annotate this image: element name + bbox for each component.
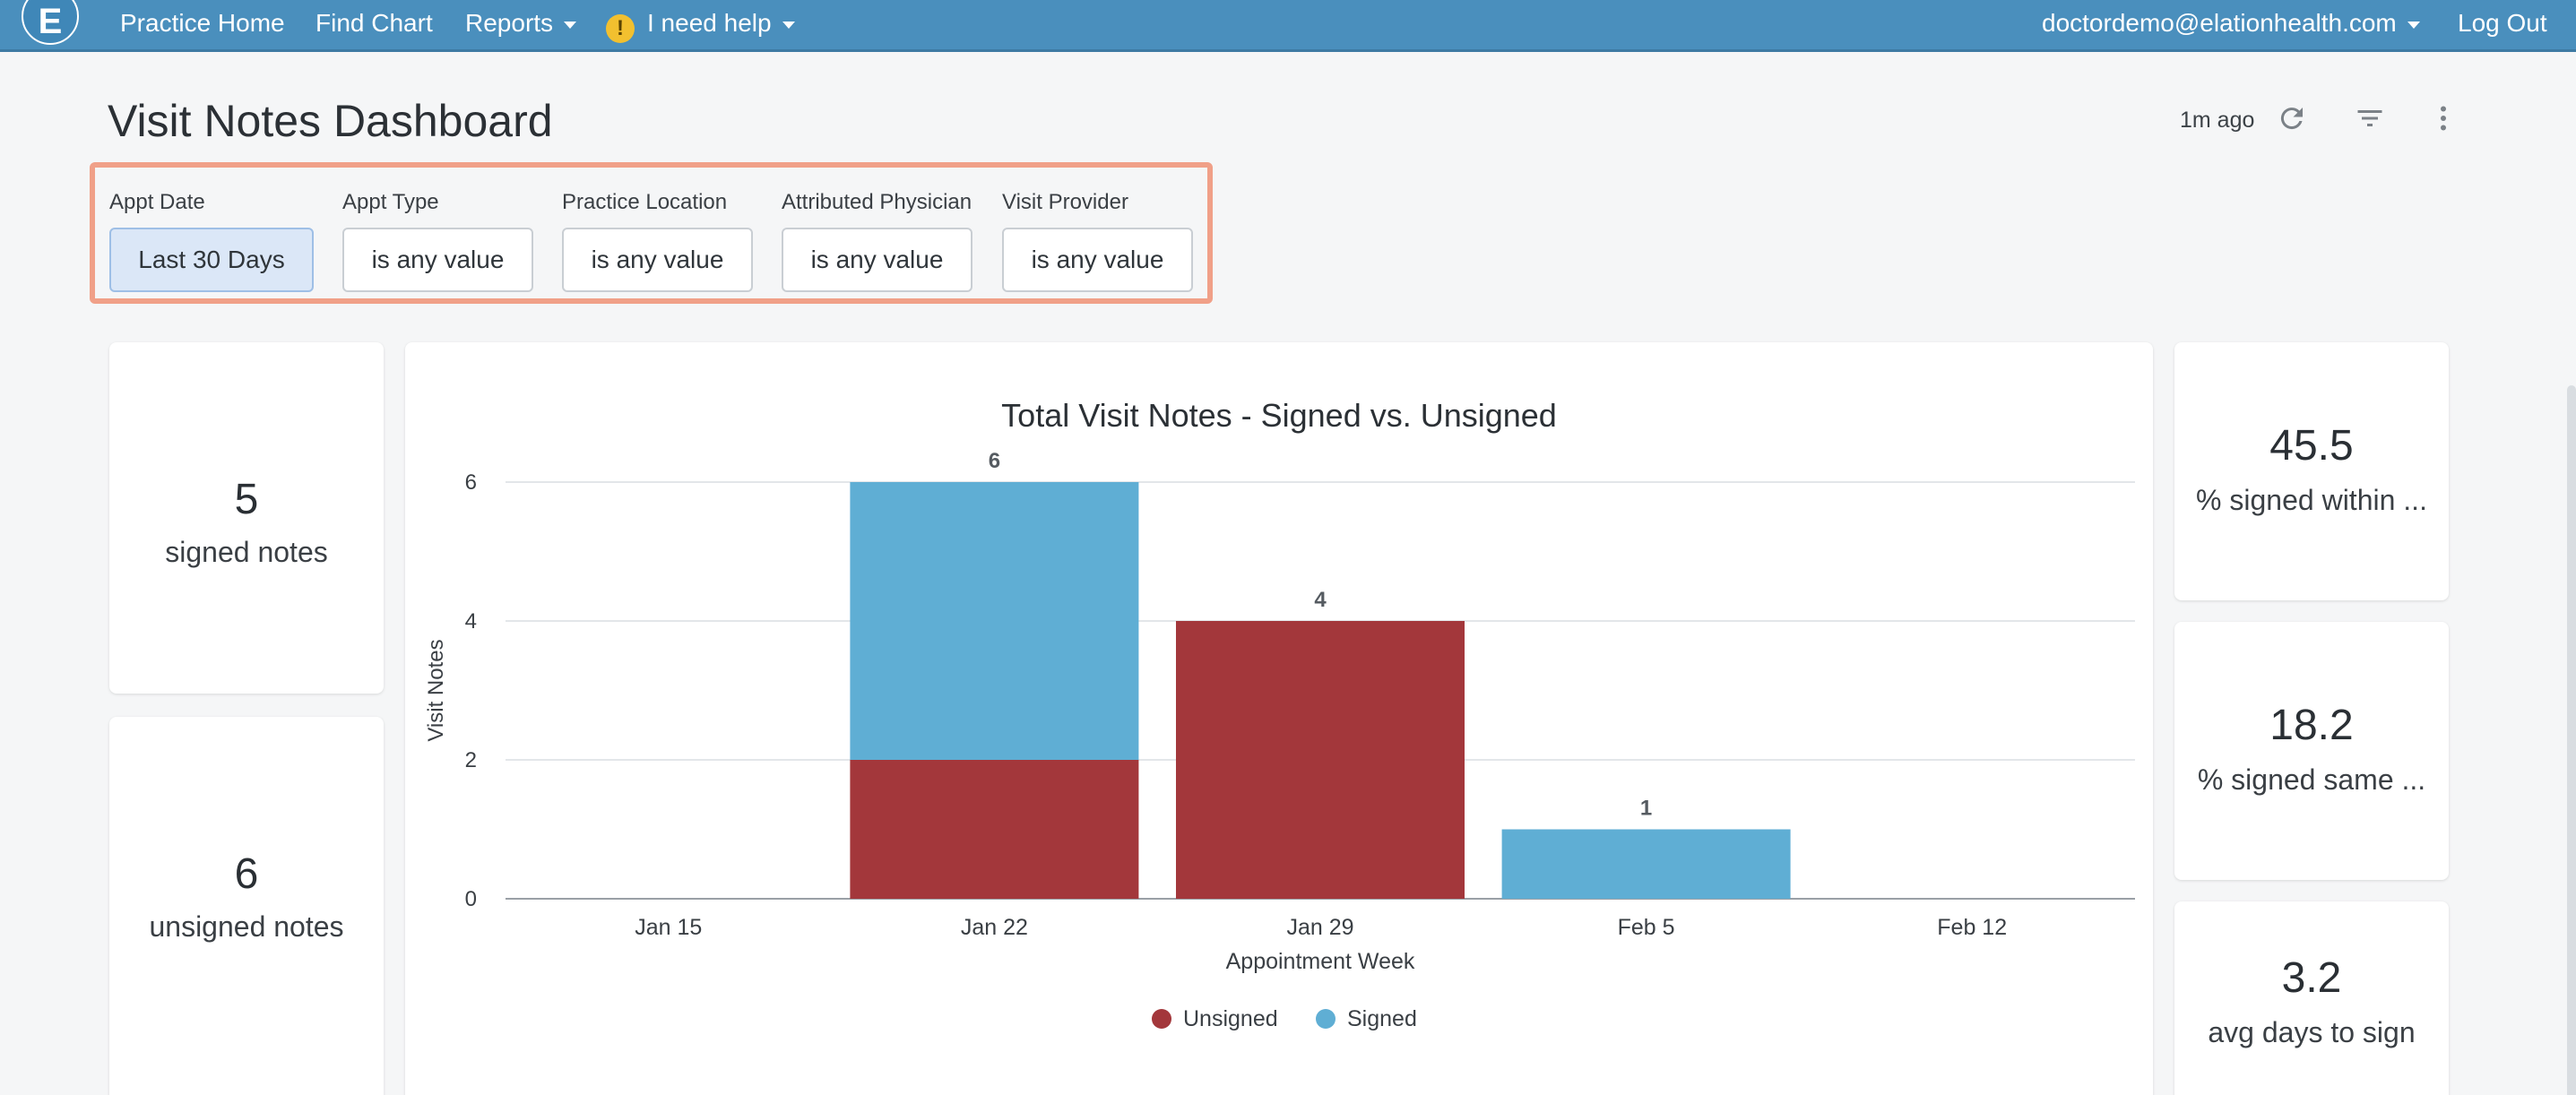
top-nav: E Practice Home Find Chart Reports ! I ne…	[0, 0, 2576, 52]
kpi-value: 6	[234, 850, 259, 898]
y-tick-label: 4	[465, 609, 477, 634]
y-axis-label: Visit Notes	[424, 639, 448, 741]
kpi-value: 5	[234, 476, 259, 523]
refresh-icon[interactable]	[2276, 102, 2308, 134]
legend-label-signed: Signed	[1347, 1006, 1417, 1031]
bar-total-label: 1	[1640, 797, 1652, 821]
legend-swatch-unsigned	[1152, 1009, 1171, 1029]
kpi-value: 45.5	[2269, 422, 2354, 470]
chevron-down-icon	[782, 21, 795, 29]
chevron-down-icon	[564, 21, 577, 29]
last-updated: 1m ago	[2180, 108, 2255, 133]
filter-label-practice-location: Practice Location	[562, 190, 728, 214]
kpi-signed-same[interactable]: 18.2 % signed same ...	[2174, 622, 2449, 880]
elation-logo[interactable]: E	[22, 0, 79, 45]
chart-card[interactable]: Total Visit Notes - Signed vs. Unsigned 0…	[405, 342, 2153, 1095]
x-tick-label: Jan 29	[1286, 915, 1353, 940]
x-tick-label: Feb 5	[1618, 915, 1675, 940]
user-email: doctordemo@elationhealth.com	[2042, 9, 2397, 37]
kpi-avg-days[interactable]: 3.2 avg days to sign	[2174, 901, 2449, 1095]
kpi-value: 3.2	[2281, 954, 2342, 1002]
y-tick-label: 2	[465, 748, 477, 772]
user-menu[interactable]: doctordemo@elationhealth.com	[2042, 9, 2420, 38]
kpi-unsigned-notes[interactable]: 6 unsigned notes	[109, 717, 384, 1095]
kpi-signed-notes[interactable]: 5 signed notes	[109, 342, 384, 694]
filter-label-appt-type: Appt Type	[342, 190, 439, 214]
chevron-down-icon	[2407, 21, 2420, 29]
kpi-label: avg days to sign	[2208, 1016, 2416, 1048]
nav-help-label: I need help	[647, 9, 772, 37]
nav-reports-label: Reports	[465, 9, 554, 37]
kpi-value: 18.2	[2269, 702, 2354, 749]
x-axis-label: Appointment Week	[1226, 949, 1415, 974]
chart-title: Total Visit Notes - Signed vs. Unsigned	[1001, 397, 1557, 434]
y-tick-label: 0	[465, 887, 477, 911]
x-tick-label: Jan 15	[635, 915, 702, 940]
kpi-label: unsigned notes	[149, 910, 344, 943]
filter-label-attributed-physician: Attributed Physician	[782, 190, 972, 214]
logo-letter: E	[38, 2, 63, 41]
x-tick-label: Jan 22	[961, 915, 1028, 940]
logout-link[interactable]: Log Out	[2458, 9, 2547, 37]
bar-signed	[850, 482, 1139, 760]
filter-practice-location-button[interactable]: is any value	[562, 228, 753, 292]
kpi-label: signed notes	[165, 536, 328, 568]
nav-find-chart[interactable]: Find Chart	[316, 9, 433, 37]
filter-label-appt-date: Appt Date	[109, 190, 205, 214]
kpi-label: % signed same ...	[2197, 763, 2426, 796]
scrollbar[interactable]	[2567, 385, 2576, 1095]
more-vertical-icon[interactable]	[2427, 102, 2459, 134]
filter-visit-provider-button[interactable]: is any value	[1002, 228, 1193, 292]
filter-appt-date-button[interactable]: Last 30 Days	[109, 228, 314, 292]
bar-unsigned	[1176, 621, 1465, 899]
legend-label-unsigned: Unsigned	[1183, 1006, 1278, 1031]
nav-reports[interactable]: Reports	[465, 9, 577, 38]
filter-label-visit-provider: Visit Provider	[1002, 190, 1128, 214]
filter-appt-type-button[interactable]: is any value	[342, 228, 533, 292]
legend-swatch-signed	[1316, 1009, 1336, 1029]
y-tick-label: 6	[465, 470, 477, 495]
dashboard: Visit Notes Dashboard 1m ago Appt Date A…	[0, 52, 2576, 1095]
kpi-label: % signed within ...	[2196, 484, 2427, 516]
kpi-signed-within[interactable]: 45.5 % signed within ...	[2174, 342, 2449, 600]
bar-chart: Total Visit Notes - Signed vs. Unsigned 0…	[424, 397, 2135, 1031]
x-tick-label: Feb 12	[1937, 915, 2007, 940]
alert-icon: !	[606, 14, 635, 43]
filter-icon[interactable]	[2354, 102, 2386, 134]
filter-attributed-physician-button[interactable]: is any value	[782, 228, 972, 292]
bar-signed	[1501, 829, 1791, 899]
filters-highlight	[90, 162, 1213, 304]
bar-total-label: 6	[989, 449, 1000, 473]
nav-help[interactable]: ! I need help	[606, 9, 795, 43]
nav-practice-home[interactable]: Practice Home	[120, 9, 285, 37]
page-title: Visit Notes Dashboard	[108, 96, 553, 146]
bar-unsigned	[850, 760, 1139, 899]
bar-total-label: 4	[1314, 588, 1327, 612]
